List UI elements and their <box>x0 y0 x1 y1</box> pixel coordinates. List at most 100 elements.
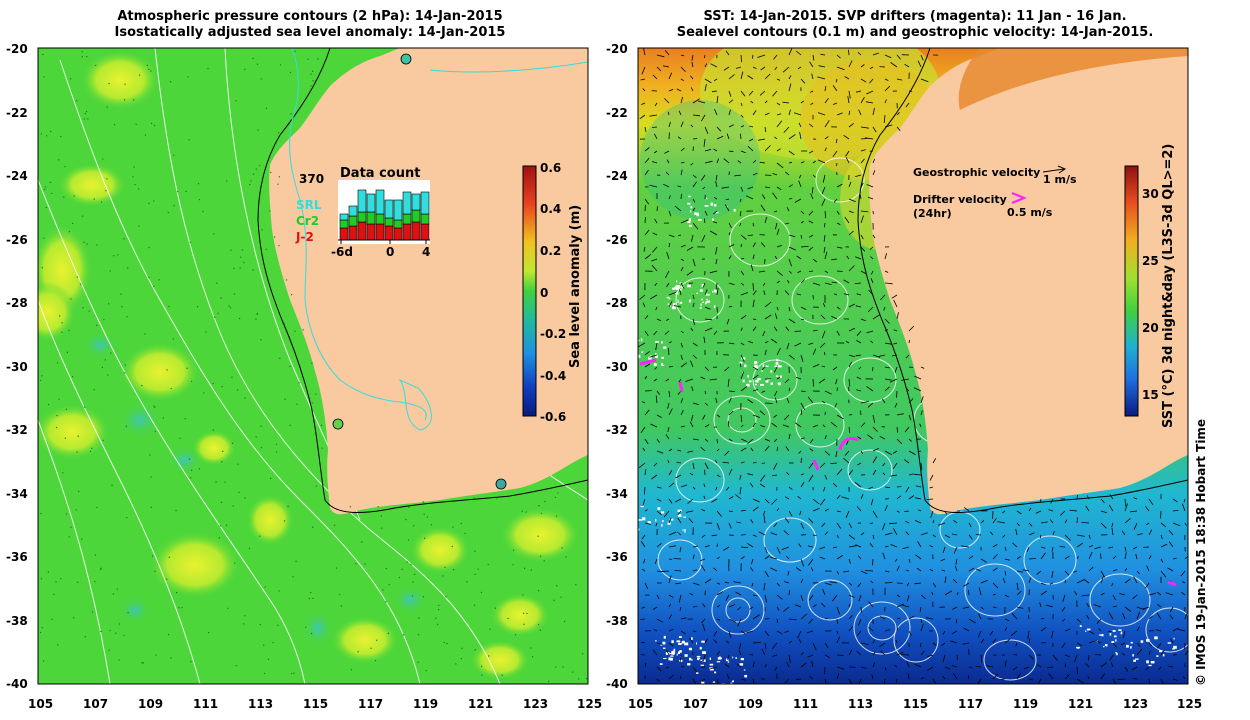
colorbar-tick-label: 20 <box>1142 321 1159 335</box>
inset-count-bar <box>384 199 394 219</box>
x-tick-label: 115 <box>303 697 329 711</box>
inset-count-bar <box>348 215 358 227</box>
y-tick-label: -32 <box>606 423 628 437</box>
x-tick-label: 113 <box>848 697 874 711</box>
y-tick-label: -30 <box>606 360 628 374</box>
y-tick-label: -28 <box>606 296 628 310</box>
x-tick-label: 105 <box>628 697 654 711</box>
inset-x-tick: 0 <box>386 245 395 259</box>
inset-count-bar <box>393 219 403 229</box>
x-tick-label: 111 <box>193 697 219 711</box>
inset-count-bar <box>402 223 412 241</box>
colorbar-tick-label: -0.4 <box>540 369 567 383</box>
x-tick-label: 121 <box>1068 697 1094 711</box>
velocity-legend <box>1011 165 1067 205</box>
inset-x-tick: 4 <box>422 245 431 259</box>
x-tick-label: 113 <box>248 697 274 711</box>
x-tick-label: 119 <box>413 697 439 711</box>
colorbar-tick-label: 0.2 <box>540 244 562 258</box>
x-tick-label: 117 <box>358 697 384 711</box>
x-tick-label: 109 <box>738 697 764 711</box>
x-tick-label: 117 <box>958 697 984 711</box>
sst-colorbar-label: SST (°C) 3d night&day (L3S-3d QL>=2) <box>1161 143 1176 428</box>
australia-landmass <box>269 48 588 515</box>
inset-max-count: 370 <box>299 172 325 186</box>
x-tick-label: 119 <box>1013 697 1039 711</box>
y-tick-label: -34 <box>6 487 28 501</box>
right-title-line1: SST: 14-Jan-2015. SVP drifters (magenta)… <box>703 9 1127 24</box>
y-tick-label: -34 <box>606 487 628 501</box>
australia-landmass <box>869 48 1188 515</box>
inset-count-bar <box>339 213 349 221</box>
y-tick-label: -38 <box>606 614 628 628</box>
inset-legend-cr2: Cr2 <box>296 214 320 228</box>
sla-colorbar <box>522 165 537 417</box>
inset-count-bar <box>357 221 367 241</box>
sla-anomaly-blobs <box>38 50 580 680</box>
inset-title: Data count <box>340 166 421 181</box>
inset-legend-srl: SRL <box>296 198 322 212</box>
shelf-contour <box>857 48 1188 513</box>
colorbar-tick-label: -0.2 <box>540 327 567 341</box>
drifter-legend-label: Drifter velocity <box>913 193 1007 206</box>
colorbar-tick-label: 0 <box>540 286 549 300</box>
drifter-legend-scale: 0.5 m/s <box>1007 206 1053 219</box>
inset-count-bar <box>420 223 430 241</box>
colorbar-tick-label: -0.6 <box>540 410 567 424</box>
inset-count-bar <box>384 217 394 227</box>
geostrophic-legend-scale: 1 m/s <box>1043 173 1077 186</box>
inset-count-bar <box>357 189 367 213</box>
x-tick-label: 121 <box>468 697 494 711</box>
svp-drifter-tracks <box>639 358 1177 587</box>
right-map <box>638 48 1188 684</box>
inset-count-bar <box>411 209 421 223</box>
left-title-line2: Isostatically adjusted sea level anomaly… <box>114 25 506 40</box>
y-tick-label: -38 <box>6 614 28 628</box>
colorbar-tick-label: 0.6 <box>540 161 562 175</box>
inset-count-bar <box>375 213 385 225</box>
y-tick-label: -32 <box>6 423 28 437</box>
tide-gauge-marker <box>495 478 507 490</box>
colorbar-tick-label: 15 <box>1142 388 1159 402</box>
inset-count-bar <box>357 211 367 223</box>
y-tick-label: -24 <box>606 169 628 183</box>
tide-gauge-marker <box>332 418 344 430</box>
y-tick-label: -30 <box>6 360 28 374</box>
y-tick-label: -26 <box>606 233 628 247</box>
y-tick-label: -36 <box>6 550 28 564</box>
x-tick-label: 123 <box>1123 697 1149 711</box>
inset-count-bar <box>384 225 394 241</box>
inset-legend-j2: J-2 <box>296 230 314 244</box>
x-tick-label: 107 <box>83 697 109 711</box>
sealevel-contours <box>657 157 1188 681</box>
imos-credit: © IMOS 19-Jan-2015 18:38 Hobart Time <box>1194 418 1208 686</box>
zero-contour <box>289 48 427 421</box>
x-tick-label: 109 <box>138 697 164 711</box>
inset-count-bar <box>348 225 358 241</box>
inset-count-bar <box>402 213 412 225</box>
y-tick-label: -22 <box>606 106 628 120</box>
sst-colorbar <box>1124 165 1139 417</box>
geostrophic-velocity-arrows <box>638 48 1188 684</box>
left-map-frame <box>37 47 589 685</box>
inset-count-bar <box>411 193 421 211</box>
inset-count-bar <box>366 211 376 225</box>
inset-count-bar <box>348 205 358 217</box>
y-tick-label: -36 <box>606 550 628 564</box>
x-tick-label: 125 <box>577 697 603 711</box>
altimeter-track-dots <box>40 50 588 682</box>
inset-count-bar <box>339 227 349 241</box>
inset-x-tick: -6d <box>331 245 353 259</box>
y-tick-label: -20 <box>606 42 628 56</box>
colorbar-tick-label: 0.4 <box>540 202 562 216</box>
tide-gauge-marker <box>400 53 412 65</box>
y-tick-label: -28 <box>6 296 28 310</box>
x-tick-label: 111 <box>793 697 819 711</box>
right-title-line2: Sealevel contours (0.1 m) and geostrophi… <box>676 25 1154 40</box>
x-tick-label: 107 <box>683 697 709 711</box>
inset-count-bar <box>393 199 403 221</box>
colorbar-tick-label: 30 <box>1142 187 1159 201</box>
y-tick-label: -40 <box>606 677 628 691</box>
shelf-contour <box>257 48 588 513</box>
